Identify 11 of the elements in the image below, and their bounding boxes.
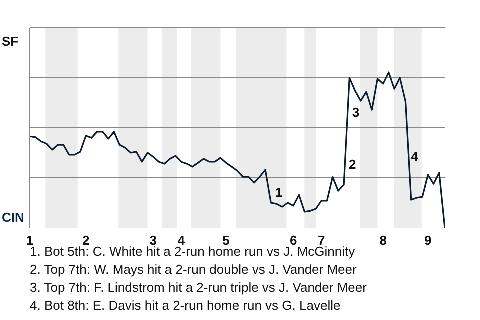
x-tick-label: 9 [424, 233, 432, 248]
text: 2. Top 7th: W. Mays hit a 2-run double vs J. Vander Meer [30, 261, 358, 279]
annotation: 1 [276, 185, 283, 200]
text: CIN [2, 210, 24, 225]
annotation: 4 [411, 149, 418, 164]
text: SF [2, 34, 19, 49]
annotation: 2 [349, 157, 356, 172]
text: 4. Bot 8th: E. Davis hit a 2-run home run vs G. Lavelle [30, 297, 342, 315]
annotation: 3 [352, 105, 360, 120]
text: 3. Top 7th: F. Lindstrom hit a 2-run triple vs J. Vander Meer [30, 279, 367, 297]
x-tick-label: 8 [380, 233, 387, 248]
